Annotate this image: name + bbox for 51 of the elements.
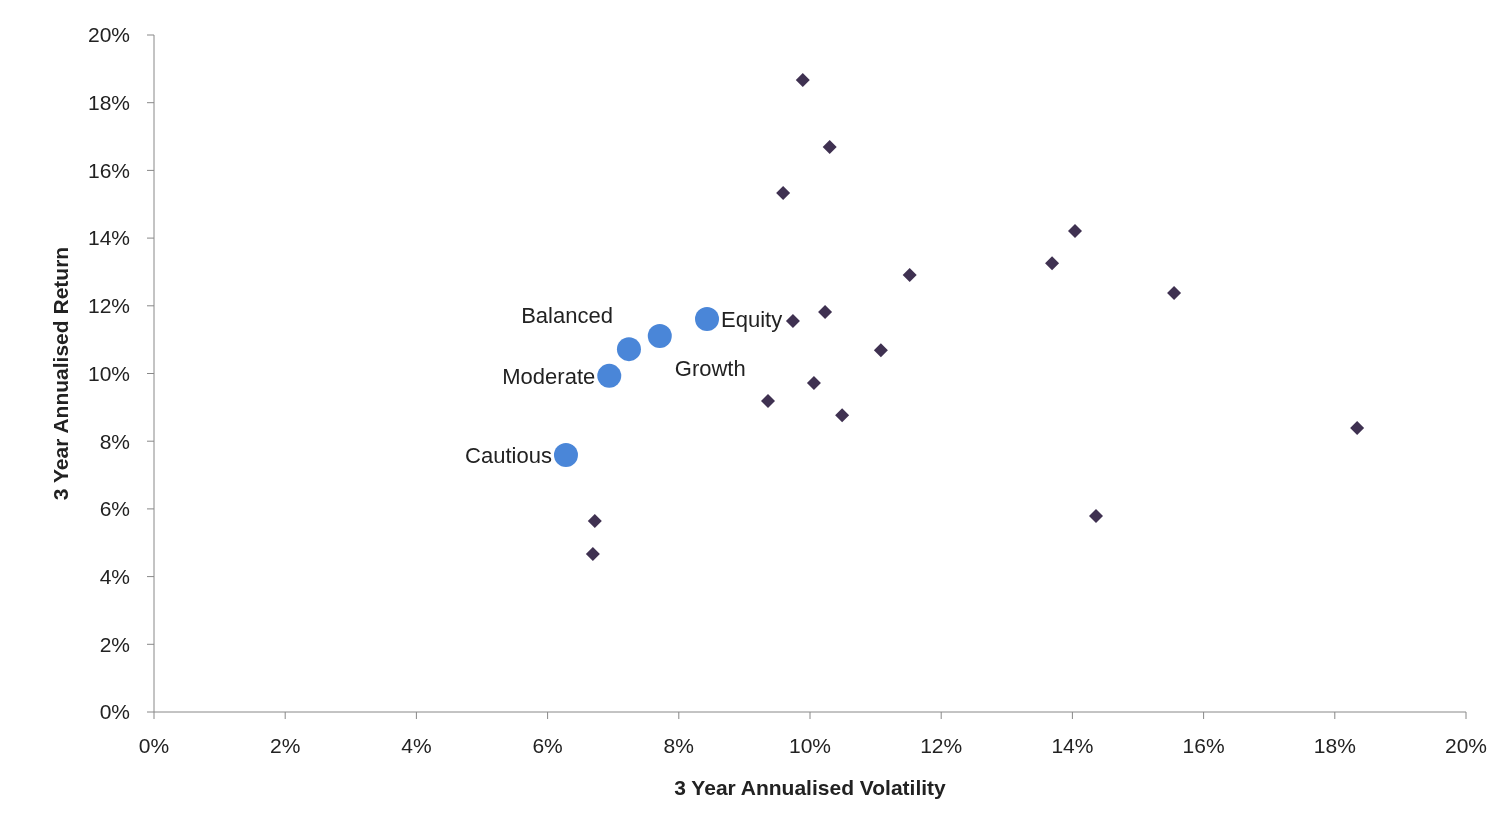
y-tick-label: 14%: [87, 226, 130, 250]
y-tick-label: 12%: [87, 294, 130, 318]
point: [835, 408, 850, 423]
y-tick-label: 6%: [99, 497, 130, 521]
annotation: Growth: [674, 355, 746, 381]
point: [1068, 223, 1083, 238]
annotation: Equity: [721, 306, 783, 332]
point: [616, 337, 641, 362]
y-tick-label: 2%: [99, 632, 130, 656]
y-tick-label: 18%: [87, 91, 130, 115]
y-tick-label: 10%: [87, 361, 130, 385]
point: [902, 268, 917, 282]
point: [785, 314, 800, 329]
point: [761, 393, 776, 408]
y-tick-label: 20%: [87, 23, 130, 47]
x-tick-label: 4%: [401, 734, 432, 757]
point: [1045, 256, 1060, 271]
point: [695, 307, 720, 331]
point: [585, 546, 600, 561]
point: [1167, 285, 1182, 300]
x-axis-title: 3 Year Annualised Volatility: [674, 776, 947, 799]
annotation: Moderate: [502, 363, 596, 389]
y-axis-title: 3 Year Annualised Return: [49, 246, 72, 501]
x-tick-label: 6%: [532, 734, 563, 757]
annotation: Cautious: [465, 442, 552, 468]
point: [806, 375, 821, 390]
point: [647, 323, 672, 348]
point: [873, 343, 888, 358]
point: [553, 443, 578, 468]
x-tick-label: 16%: [1182, 734, 1225, 757]
x-tick-label: 20%: [1444, 734, 1488, 757]
point: [795, 73, 810, 88]
x-tick-label: 18%: [1313, 734, 1356, 757]
x-tick-label: 10%: [788, 734, 832, 757]
x-tick-label: 14%: [1051, 734, 1094, 757]
x-tick-label: 2%: [270, 734, 301, 757]
y-tick-label: 0%: [99, 700, 130, 724]
y-tick-label: 4%: [99, 564, 130, 588]
point: [587, 514, 602, 529]
x-tick-label: 12%: [920, 734, 963, 757]
point: [1089, 509, 1104, 524]
y-tick-label: 8%: [99, 429, 130, 453]
point: [776, 186, 791, 201]
y-tick-label: 16%: [87, 158, 130, 182]
point: [1350, 421, 1365, 435]
annotation: Balanced: [521, 302, 613, 328]
point: [597, 363, 622, 388]
point: [822, 140, 837, 155]
x-tick-label: 8%: [663, 734, 694, 757]
point: [818, 304, 833, 319]
x-tick-label: 0%: [138, 734, 170, 757]
